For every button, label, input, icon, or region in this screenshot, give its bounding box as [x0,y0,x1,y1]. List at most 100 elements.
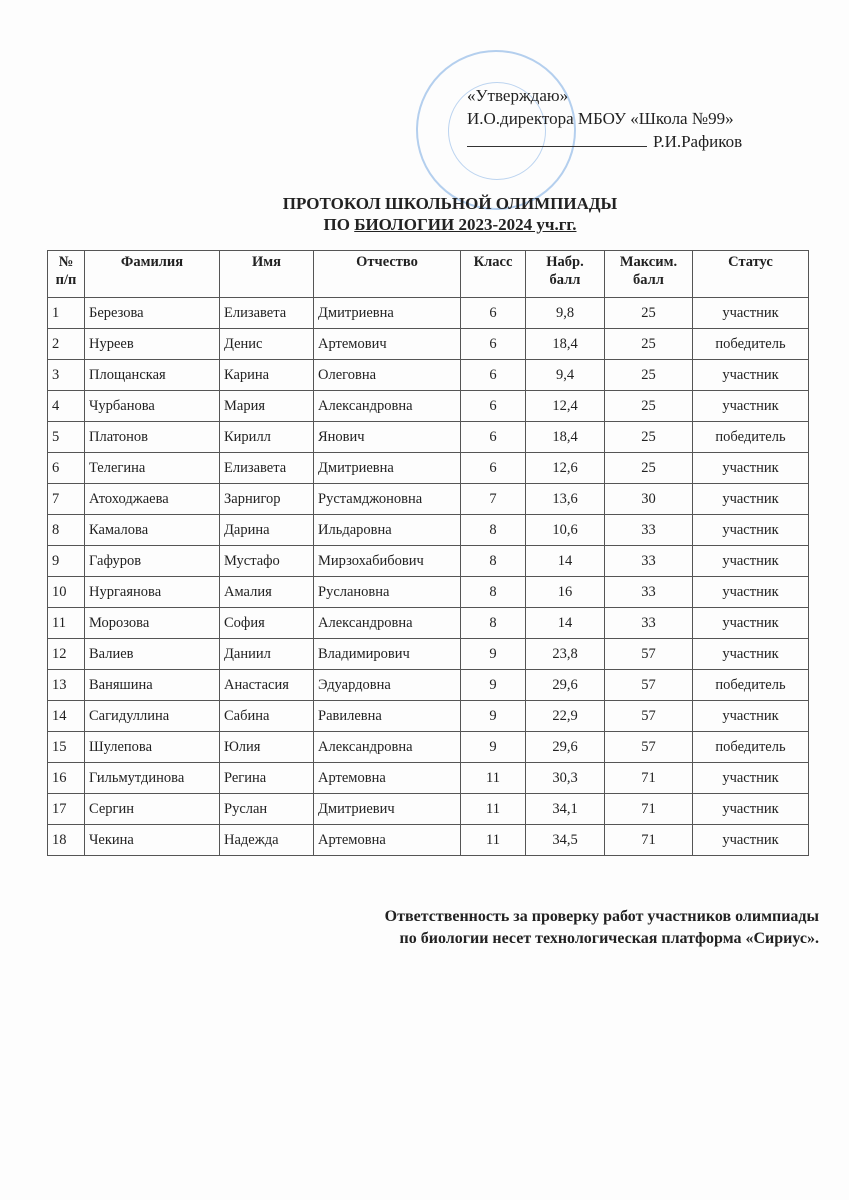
table-cell: 30 [604,483,693,515]
table-cell: 71 [604,824,693,856]
title-line-2-underlined: БИОЛОГИИ 2023-2024 уч.гг. [354,215,577,234]
table-cell: Владимирович [313,638,461,670]
table-cell: 6 [460,421,526,453]
table-cell: 34,5 [525,824,605,856]
table-cell: Атоходжаева [84,483,220,515]
column-header: № п/п [47,250,85,298]
table-cell: 29,6 [525,731,605,763]
table-cell: Александровна [313,607,461,639]
table-cell: 11 [460,824,526,856]
table-cell: Рустамджоновна [313,483,461,515]
table-cell: Зарнигор [219,483,314,515]
table-row: 2 Нуреев Денис Артемович 6 18,4 25 победитель [47,328,809,360]
school-stamp [416,50,576,210]
table-cell: Березова [84,297,220,329]
table-cell: 12 [47,638,85,670]
table-cell: Морозова [84,607,220,639]
table-cell: 14 [47,700,85,732]
column-header: Статус [692,250,809,298]
column-header: Максим. балл [604,250,693,298]
table-cell: участник [692,638,809,670]
table-cell: 17 [47,793,85,825]
table-cell: победитель [692,421,809,453]
table-cell: участник [692,390,809,422]
table-cell: Александровна [313,390,461,422]
table-row: 9 Гафуров Мустафо Мирзохабибович 8 14 33 участн… [47,545,809,577]
table-cell: 16 [525,576,605,608]
table-cell: Регина [219,762,314,794]
table-cell: победитель [692,669,809,701]
table-cell: Мустафо [219,545,314,577]
table-cell: участник [692,483,809,515]
table-cell: Дмитриевна [313,452,461,484]
table-row: 15 Шулепова Юлия Александровна 9 29,6 57 победи… [47,731,809,763]
table-cell: Платонов [84,421,220,453]
table-cell: 25 [604,297,693,329]
table-cell: Александровна [313,731,461,763]
title-line-1: ПРОТОКОЛ ШКОЛЬНОЙ ОЛИМПИАДЫ [282,194,618,213]
table-cell: Надежда [219,824,314,856]
table-cell: 25 [604,390,693,422]
table-header-row: № п/п Фамилия Имя Отчество Класс Набр. балл Ма… [47,250,809,298]
table-cell: участник [692,762,809,794]
table-cell: Янович [313,421,461,453]
table-cell: 3 [47,359,85,391]
table-cell: Телегина [84,452,220,484]
table-cell: Мария [219,390,314,422]
approval-position: И.О.директора МБОУ «Школа №99» [467,109,734,128]
table-cell: Анастасия [219,669,314,701]
table-cell: София [219,607,314,639]
results-table: № п/п Фамилия Имя Отчество Класс Набр. балл Ма… [47,250,809,856]
table-cell: Даниил [219,638,314,670]
table-cell: Кирилл [219,421,314,453]
table-row: 12 Валиев Даниил Владимирович 9 23,8 57 участни… [47,638,809,670]
table-row: 17 Сергин Руслан Дмитриевич 11 34,1 71 участник [47,793,809,825]
table-cell: 11 [460,762,526,794]
table-cell: 9,4 [525,359,605,391]
table-cell: Чекина [84,824,220,856]
table-cell: Нуреев [84,328,220,360]
table-cell: 11 [47,607,85,639]
table-cell: 18,4 [525,421,605,453]
table-cell: 10,6 [525,514,605,546]
title-line-2-prefix: ПО [323,215,355,234]
table-cell: Ваняшина [84,669,220,701]
table-cell: 1 [47,297,85,329]
table-cell: Денис [219,328,314,360]
table-cell: Руслан [219,793,314,825]
table-cell: 71 [604,762,693,794]
table-cell: 25 [604,328,693,360]
table-cell: 25 [604,421,693,453]
table-cell: Площанская [84,359,220,391]
table-cell: Валиев [84,638,220,670]
table-cell: 9 [460,638,526,670]
table-cell: 5 [47,421,85,453]
table-cell: 8 [460,607,526,639]
table-row: 5 Платонов Кирилл Янович 6 18,4 25 победитель [47,421,809,453]
table-cell: Шулепова [84,731,220,763]
table-cell: Дмитриевна [313,297,461,329]
table-row: 11 Морозова София Александровна 8 14 33 участни… [47,607,809,639]
table-cell: 9 [47,545,85,577]
table-row: 10 Нургаянова Амалия Руслановна 8 16 33 участни… [47,576,809,608]
table-cell: 8 [460,514,526,546]
table-cell: 14 [525,545,605,577]
table-cell: 8 [460,576,526,608]
table-cell: 16 [47,762,85,794]
table-cell: 6 [460,328,526,360]
table-cell: участник [692,793,809,825]
table-cell: 8 [47,514,85,546]
table-cell: 13,6 [525,483,605,515]
table-row: 7 Атоходжаева Зарнигор Рустамджоновна 7 13,6 3… [47,483,809,515]
table-cell: Гильмутдинова [84,762,220,794]
signature-line [467,146,647,147]
table-cell: Олеговна [313,359,461,391]
table-cell: 57 [604,638,693,670]
table-cell: 7 [460,483,526,515]
table-row: 13 Ваняшина Анастасия Эдуардовна 9 29,6 57 побе… [47,669,809,701]
table-cell: Сабина [219,700,314,732]
table-cell: Равилевна [313,700,461,732]
table-cell: Юлия [219,731,314,763]
column-header: Фамилия [84,250,220,298]
footer-line-2: по биологии несет технологическая платфо… [399,930,820,947]
